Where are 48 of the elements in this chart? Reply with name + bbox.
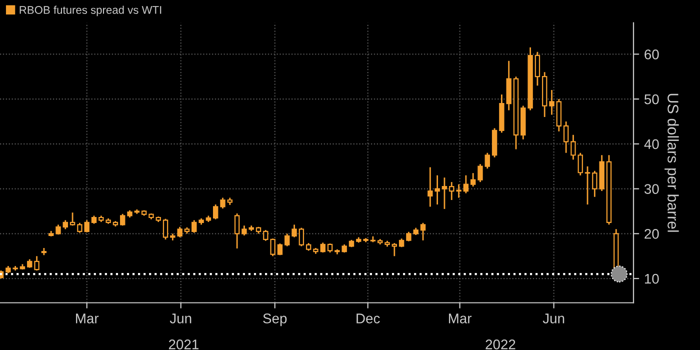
candlestick (563, 120, 569, 154)
candlestick (192, 219, 197, 234)
candlestick (234, 212, 240, 250)
text: 2022 (486, 340, 516, 350)
candlestick (242, 224, 247, 236)
y-tick-label: 60 (644, 49, 659, 60)
y-tick-label: 50 (644, 94, 659, 104)
y-tick-label: 30 (644, 184, 659, 194)
candlestick (120, 213, 126, 226)
candlestick (478, 163, 483, 183)
candlestick (392, 242, 398, 257)
candlestick (420, 222, 426, 242)
candlestick (284, 232, 290, 247)
candlestick (442, 176, 448, 210)
legend-label: RBOB futures spread vs WTI (20, 6, 162, 16)
candlestick (162, 218, 168, 240)
candlestick (70, 212, 76, 226)
text: 2021 (168, 340, 198, 350)
candlestick (578, 152, 583, 176)
x-tick-label: Mar (448, 314, 472, 324)
candlestick (220, 197, 226, 210)
y-axis-title: US dollars per barrel (664, 94, 679, 232)
candlestick (84, 219, 90, 233)
y-tick-label: 20 (644, 228, 659, 239)
candlestick (320, 242, 326, 254)
candlestick (570, 134, 576, 160)
candlestick (584, 166, 590, 206)
candlestick (449, 181, 454, 201)
x-tick-label: Jun (170, 314, 192, 324)
candlestick (212, 204, 218, 220)
y-tick-label: 10 (644, 274, 659, 284)
candlestick (456, 184, 462, 198)
candlestick (56, 224, 61, 236)
x-tick-label: Jun (542, 314, 564, 324)
candlestick (77, 222, 82, 234)
candlestick (463, 174, 469, 194)
candlestick (298, 227, 304, 247)
x-tick-label: Mar (76, 314, 99, 324)
candlestick (549, 89, 554, 116)
candlestick (484, 152, 490, 170)
candlestick (534, 51, 540, 86)
candlestick (292, 224, 297, 238)
candlestick (34, 255, 40, 272)
candlestick (406, 231, 412, 242)
y-tick-label: 40 (644, 139, 659, 150)
candlestick (470, 172, 476, 188)
x-tick-label: Sep (263, 314, 287, 326)
x-tick-label: Dec (356, 314, 380, 324)
